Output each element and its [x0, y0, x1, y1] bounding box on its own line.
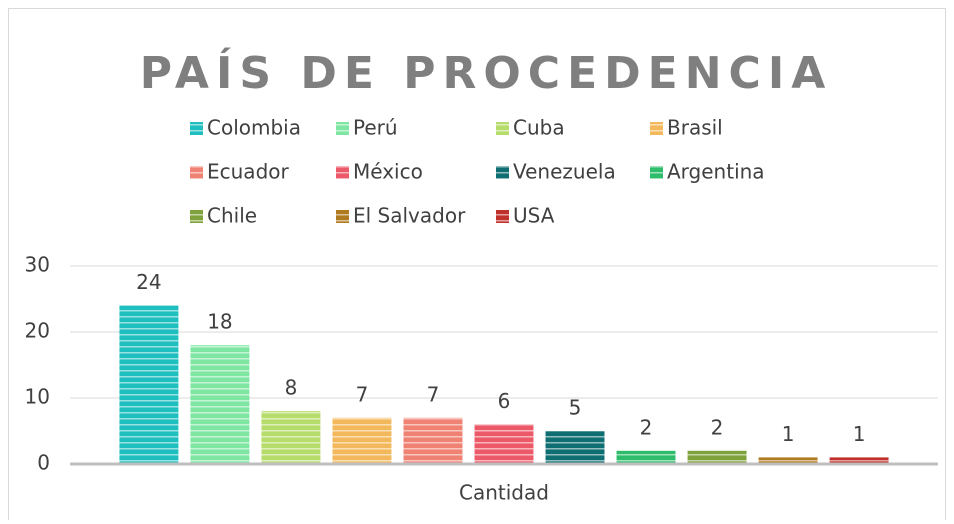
bar-stripes — [403, 417, 463, 464]
legend-label: El Salvador — [353, 204, 466, 228]
bar-stripes — [829, 457, 889, 464]
legend-swatch-stripes — [650, 122, 663, 135]
legend-label: Ecuador — [207, 160, 289, 184]
data-label: 2 — [640, 415, 653, 439]
legend-swatch-stripes — [496, 122, 509, 135]
bar-stripes — [474, 424, 534, 464]
data-label: 1 — [853, 422, 866, 446]
legend-label: Cuba — [513, 116, 565, 140]
bar-stripes — [545, 431, 605, 464]
bar-stripes — [332, 417, 392, 464]
bar-stripes — [616, 450, 676, 464]
y-tick-label: 10 — [25, 385, 50, 409]
legend-label: México — [353, 160, 423, 184]
legend-label: Colombia — [207, 116, 301, 140]
legend-label: Argentina — [667, 160, 765, 184]
legend-swatch-stripes — [336, 166, 349, 179]
data-label: 24 — [136, 270, 161, 294]
legend-swatch-stripes — [190, 166, 203, 179]
legend-swatch-stripes — [650, 166, 663, 179]
data-label: 7 — [427, 382, 440, 406]
bar-stripes — [758, 457, 818, 464]
legend-label: USA — [513, 204, 555, 228]
y-tick-label: 30 — [25, 253, 50, 277]
data-label: 7 — [356, 382, 369, 406]
data-label: 1 — [782, 422, 795, 446]
legend-swatch-stripes — [190, 210, 203, 223]
legend-swatch-stripes — [336, 210, 349, 223]
legend-swatch-stripes — [496, 166, 509, 179]
data-label: 8 — [285, 376, 298, 400]
y-tick-label: 20 — [25, 319, 50, 343]
bar-stripes — [261, 411, 321, 464]
legend-label: Chile — [207, 204, 257, 228]
chart-title: PAÍS DE PROCEDENCIA — [140, 46, 833, 99]
bar-stripes — [190, 345, 250, 464]
legend-swatch-stripes — [190, 122, 203, 135]
data-label: 2 — [711, 415, 724, 439]
x-tick-label: Cantidad — [459, 481, 549, 505]
legend-label: Venezuela — [513, 160, 616, 184]
legend-label: Perú — [353, 116, 398, 140]
legend-label: Brasil — [667, 116, 723, 140]
bar-stripes — [119, 305, 179, 464]
data-label: 5 — [569, 396, 582, 420]
legend-swatch-stripes — [496, 210, 509, 223]
data-label: 6 — [498, 389, 511, 413]
y-tick-label: 0 — [37, 451, 50, 475]
legend-swatch-stripes — [336, 122, 349, 135]
data-label: 18 — [207, 310, 232, 334]
bar-stripes — [687, 450, 747, 464]
